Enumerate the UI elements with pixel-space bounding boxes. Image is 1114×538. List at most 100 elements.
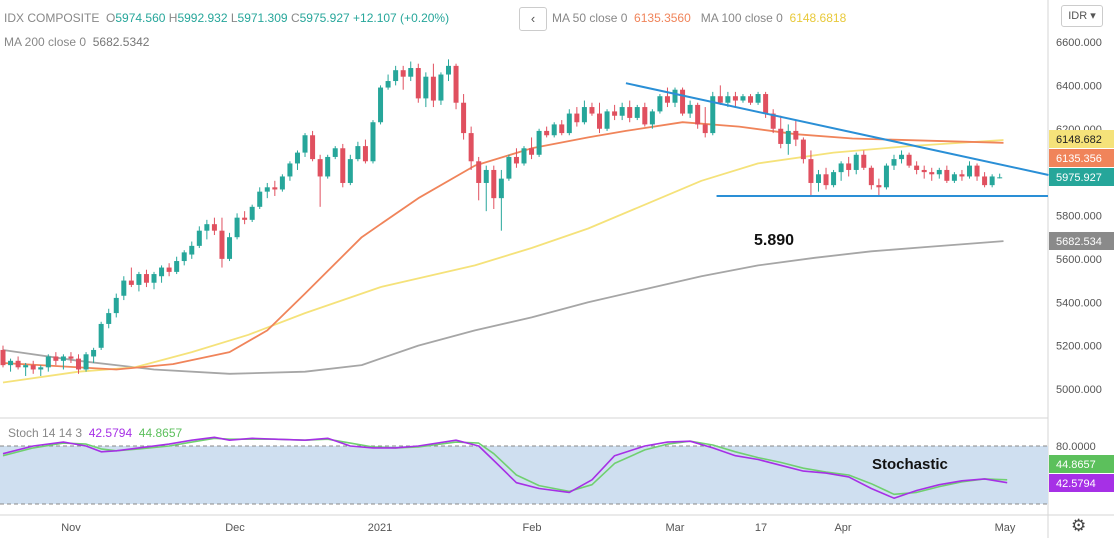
candle-body — [23, 365, 29, 368]
candle — [702, 107, 708, 138]
candle-body — [906, 154, 912, 166]
stoch-tick-label: 80.0000 — [1056, 441, 1096, 453]
candle — [800, 137, 806, 164]
ma50-value: 6135.3560 — [634, 11, 691, 25]
candle-body — [159, 267, 165, 277]
stoch-d-value: 44.8657 — [138, 426, 183, 440]
candle-body — [45, 356, 51, 368]
candle — [740, 94, 746, 103]
candle — [597, 102, 603, 134]
ma50-label[interactable]: MA 50 close 0 — [552, 11, 628, 25]
candle — [76, 354, 82, 374]
candle-body — [196, 230, 202, 246]
candle — [317, 154, 323, 207]
candle — [332, 146, 338, 160]
candle — [846, 156, 852, 177]
legend-stochastic: Stoch 14 14 3 42.5794 44.8657 — [8, 426, 182, 440]
candle-body — [227, 237, 233, 259]
ma200-label[interactable]: MA 200 close 0 — [4, 35, 87, 49]
candle — [785, 124, 791, 155]
candle — [936, 167, 942, 179]
candle — [755, 91, 761, 105]
stoch-label[interactable]: Stoch 14 14 3 — [8, 426, 83, 440]
candle-body — [838, 163, 844, 173]
candle-body — [627, 107, 633, 118]
candle — [23, 362, 29, 376]
low-value: 5971.309 — [237, 11, 288, 25]
candle — [732, 91, 738, 108]
candle-body — [513, 156, 519, 164]
candle — [196, 226, 202, 249]
currency-button[interactable]: IDR ▾ — [1061, 5, 1103, 27]
gear-icon[interactable]: ⚙ — [1071, 516, 1087, 535]
candle — [657, 94, 663, 114]
candle-body — [181, 252, 187, 262]
descending-trendline[interactable] — [625, 82, 1049, 176]
candle-body — [612, 111, 618, 116]
time-tick-label: May — [995, 522, 1016, 534]
candle — [989, 174, 995, 188]
candle — [997, 173, 1003, 179]
candle — [921, 165, 927, 179]
candle-body — [551, 124, 557, 136]
candle — [853, 152, 859, 175]
candle-body — [8, 360, 14, 366]
candle-body — [649, 111, 655, 125]
candle-body — [914, 165, 920, 170]
candle — [612, 104, 618, 121]
candle — [211, 217, 217, 236]
candle-body — [60, 356, 66, 361]
candle — [423, 72, 429, 108]
candle-body — [174, 261, 180, 272]
candle-body — [755, 94, 761, 103]
ma100-label[interactable]: MA 100 close 0 — [700, 11, 783, 25]
candle — [445, 59, 451, 82]
time-tick-label: Apr — [834, 522, 851, 534]
candle — [929, 167, 935, 181]
time-tick-label: Feb — [523, 522, 542, 534]
candle — [279, 174, 285, 192]
legend-ma200: MA 200 close 0 5682.5342 — [4, 35, 149, 49]
candle-body — [234, 217, 240, 238]
candle — [914, 161, 920, 175]
candle — [544, 126, 550, 138]
candle-body — [461, 102, 467, 134]
candle — [68, 352, 74, 363]
candle-body — [815, 174, 821, 183]
ma50-price-label: 6135.356 — [1056, 153, 1102, 165]
time-tick-label: Nov — [61, 522, 81, 534]
candle-body — [921, 169, 927, 173]
stochastic-band — [0, 446, 1048, 504]
candle-body — [347, 159, 353, 183]
candle — [566, 109, 572, 136]
ma100-price-label: 6148.682 — [1056, 134, 1102, 146]
symbol-name[interactable]: IDX COMPOSITE — [4, 11, 100, 25]
candle-body — [98, 323, 104, 348]
candle-body — [597, 113, 603, 129]
ma200-line — [2, 240, 1004, 375]
collapse-legend-button[interactable]: ‹ — [519, 7, 547, 31]
candle-body — [325, 156, 331, 177]
candle — [951, 172, 957, 183]
candle-body — [506, 156, 512, 179]
ma100-value: 6148.6818 — [789, 11, 847, 25]
candle-body — [302, 135, 308, 153]
candle — [574, 107, 580, 127]
candle-body — [249, 206, 255, 220]
candle — [325, 154, 331, 179]
legend-main: IDX COMPOSITE O5974.560 H5992.932 L5971.… — [4, 11, 449, 25]
candle-body — [68, 356, 74, 359]
open-label: O — [106, 11, 116, 25]
candle-body — [340, 148, 346, 183]
candle — [264, 182, 270, 199]
candle — [136, 271, 142, 292]
ma50-line — [2, 121, 1004, 371]
candle-body — [589, 107, 595, 114]
candle-body — [128, 280, 134, 285]
candle — [219, 217, 225, 268]
candle — [687, 100, 693, 118]
candle — [30, 360, 36, 374]
candle-body — [476, 161, 482, 183]
candle-body — [868, 167, 874, 186]
